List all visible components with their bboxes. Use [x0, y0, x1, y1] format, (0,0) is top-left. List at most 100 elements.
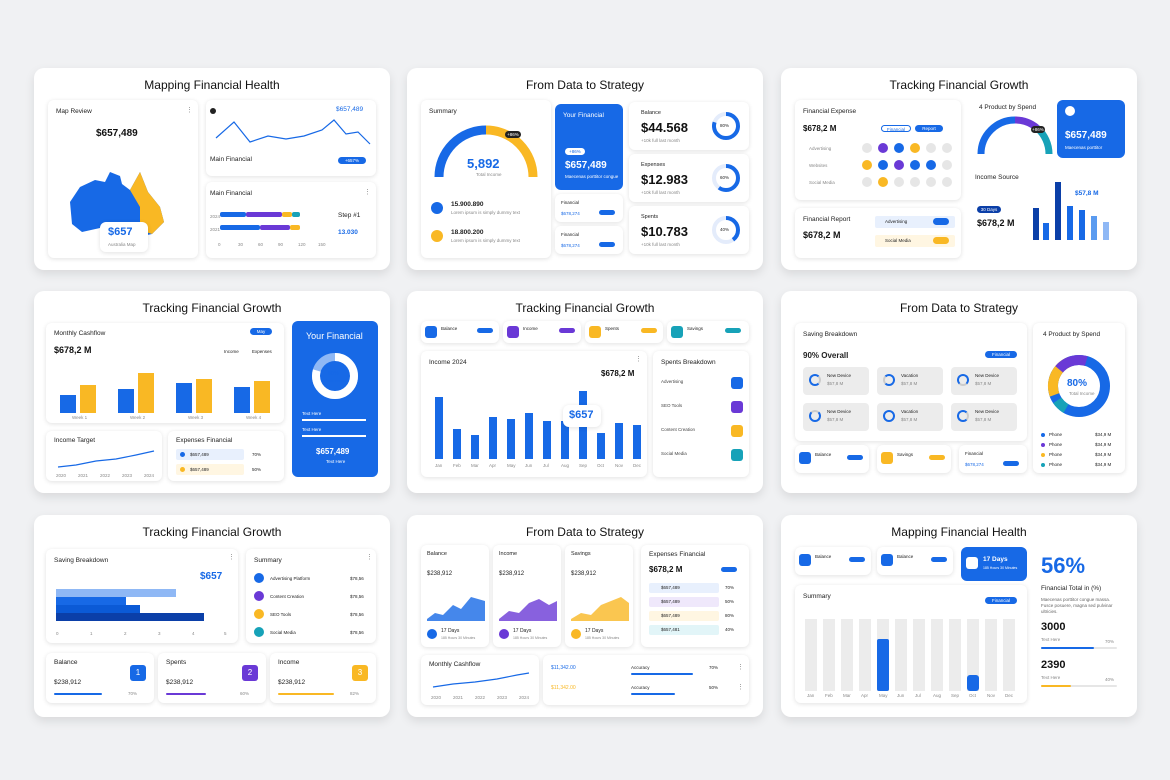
share-icon[interactable] — [731, 449, 743, 461]
exp-value: $657,489 — [190, 467, 209, 472]
stat-sub: +10k full last month — [641, 242, 680, 247]
stat-value: 2390 — [1041, 659, 1066, 671]
progress — [278, 693, 334, 695]
bars-title: Main Financial — [210, 190, 252, 197]
more-icon[interactable]: ⋮ — [228, 554, 235, 561]
days-sub: 185 Hours 30 Minutes — [513, 636, 548, 640]
tab-report[interactable]: Report — [915, 125, 943, 132]
financial-mini: Financial $678,274 — [555, 194, 623, 222]
step-badge: 2 — [242, 665, 258, 681]
row-title: SEO Tools — [270, 612, 292, 617]
list-value: $34,9 M — [1095, 462, 1112, 467]
exp-row — [176, 464, 244, 475]
year-tick: 2021 — [453, 695, 464, 700]
ring-icon — [957, 374, 969, 386]
report-label: Financial Report — [803, 216, 851, 223]
saving-label: Saving Breakdown — [803, 331, 858, 338]
calendar-icon — [571, 629, 581, 639]
summary-bar-bg — [913, 619, 925, 691]
map-tooltip: $657 Australia Map — [100, 222, 148, 252]
expense-label: Financial Expense — [803, 108, 857, 115]
slide-tracking-growth-4[interactable]: Tracking Financial Growth Saving Breakdo… — [34, 515, 390, 717]
slide-data-strategy-1[interactable]: From Data to Strategy Summary +86% 5,892… — [407, 68, 763, 270]
breakdown-item: Content Creation — [661, 427, 696, 432]
week-label: Week 2 — [130, 415, 146, 420]
slide-data-strategy-3[interactable]: From Data to Strategy Balance $238,912 1… — [407, 515, 763, 717]
megaphone-icon[interactable] — [731, 377, 743, 389]
accuracy-card: $11,342.00 $11,342.00 Accuracy 70% Accur… — [543, 655, 749, 705]
financial-tab[interactable]: Financial — [985, 351, 1017, 358]
month-bar — [561, 421, 569, 459]
kpi-pill — [931, 557, 947, 562]
dot-icon — [1041, 433, 1045, 437]
more-icon[interactable]: ⋮ — [186, 107, 193, 114]
cashflow-card: Monthly Cashflow May $678,2 M Income Exp… — [46, 323, 284, 423]
month-tab[interactable]: May — [250, 328, 272, 335]
slide-mapping-financial-health[interactable]: Mapping Financial Health Map Review ⋮ $6… — [34, 68, 390, 270]
progress-bg — [1041, 685, 1117, 687]
content-icon[interactable] — [731, 425, 743, 437]
more-icon[interactable]: ⋮ — [737, 684, 744, 691]
savings-icon — [881, 452, 893, 464]
more-icon[interactable]: ⋮ — [366, 554, 373, 561]
month-label: Aug — [933, 693, 942, 698]
row-title: Social Media — [270, 630, 296, 635]
income-pill[interactable]: 30 Days — [977, 206, 1001, 213]
slide-tracking-growth-2[interactable]: Tracking Financial Growth Monthly Cashfl… — [34, 291, 390, 493]
fin-label: Financial — [561, 232, 580, 237]
saving-bar — [56, 605, 140, 613]
stat-label: Spents — [641, 214, 659, 220]
slide-mapping-financial-health-2[interactable]: Mapping Financial Health Balance Balance… — [781, 515, 1137, 717]
exp-row — [649, 611, 719, 621]
more-icon[interactable]: ⋮ — [364, 189, 371, 196]
stat-label: Expenses — [641, 162, 666, 168]
ring-icon — [883, 374, 895, 386]
bottom-label: Financial — [965, 451, 984, 456]
month-label: Oct — [969, 693, 977, 698]
more-icon[interactable]: ⋮ — [737, 664, 744, 671]
days-sub: 185 Hours 30 Minutes — [441, 636, 476, 640]
accuracy-label: Accuracy — [631, 685, 650, 690]
more-icon[interactable]: ⋮ — [635, 356, 642, 363]
exp-row-value: $657,489 — [661, 585, 680, 590]
card-value: $238,912 — [54, 679, 82, 686]
balance-icon — [425, 326, 437, 338]
report-pill — [933, 237, 949, 244]
donut-chart — [712, 216, 740, 244]
summary-bar-bg — [931, 619, 943, 691]
summary-bar-bg — [841, 619, 853, 691]
dot-icon — [1041, 453, 1045, 457]
days-label: 17 Days — [513, 628, 532, 634]
financial-tab[interactable]: Financial — [985, 597, 1017, 604]
fin-pill — [599, 242, 615, 247]
kpi-balance: Balance — [421, 321, 499, 343]
tab-financial[interactable]: Financial — [881, 125, 911, 132]
spents-icon — [589, 326, 601, 338]
stat-value: $12.983 — [641, 172, 688, 187]
area-chart — [427, 597, 485, 621]
australia-map-icon — [70, 172, 164, 237]
breakdown-item: SEO Tools — [661, 403, 683, 408]
month-label: Feb — [453, 463, 461, 468]
bars-card: Main Financial ⋮ 2024 2021 0 30 60 90 12… — [206, 182, 376, 258]
exp-pill — [721, 567, 737, 572]
map-review-card: Map Review ⋮ $657,489 $657 Australia Map — [48, 100, 198, 258]
ring-icon — [809, 410, 821, 422]
slide-tracking-growth-1[interactable]: Tracking Financial Growth Financial Expe… — [781, 68, 1137, 270]
your-value: $657,489 — [565, 160, 607, 171]
month-bar — [597, 433, 605, 459]
summary-bar-bg — [1003, 619, 1015, 691]
map-value: $657,489 — [96, 128, 138, 139]
seo-icon[interactable] — [731, 401, 743, 413]
slide-data-strategy-2[interactable]: From Data to Strategy Saving Breakdown 9… — [781, 291, 1137, 493]
tick: 0 — [56, 631, 59, 636]
step-label: Step #1 — [338, 212, 361, 219]
slide-tracking-growth-3[interactable]: Tracking Financial Growth Balance Income… — [407, 291, 763, 493]
month-bar — [471, 435, 479, 459]
card-title: Income — [499, 551, 518, 557]
income-card: Income $238,912 17 Days 185 Hours 30 Min… — [493, 545, 561, 647]
list-title: Phone — [1049, 442, 1063, 447]
progress — [166, 693, 206, 695]
savings-card: Savings $238,912 17 Days 185 Hours 30 Mi… — [565, 545, 633, 647]
stat-value: $44.568 — [641, 120, 688, 135]
